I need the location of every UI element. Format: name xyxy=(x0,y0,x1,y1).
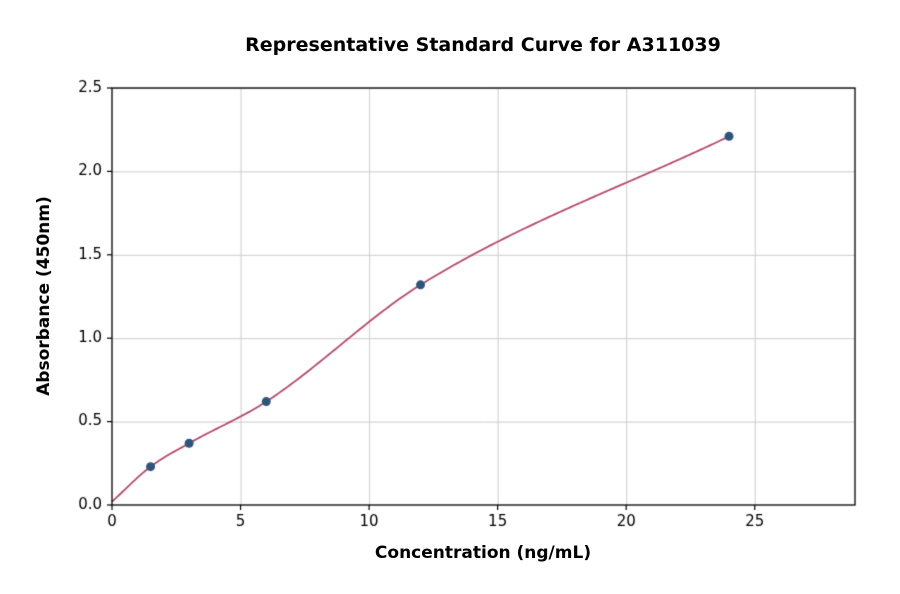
y-axis-label: Absorbance (450nm) xyxy=(34,196,54,396)
x-axis-label: Concentration (ng/mL) xyxy=(374,543,592,563)
